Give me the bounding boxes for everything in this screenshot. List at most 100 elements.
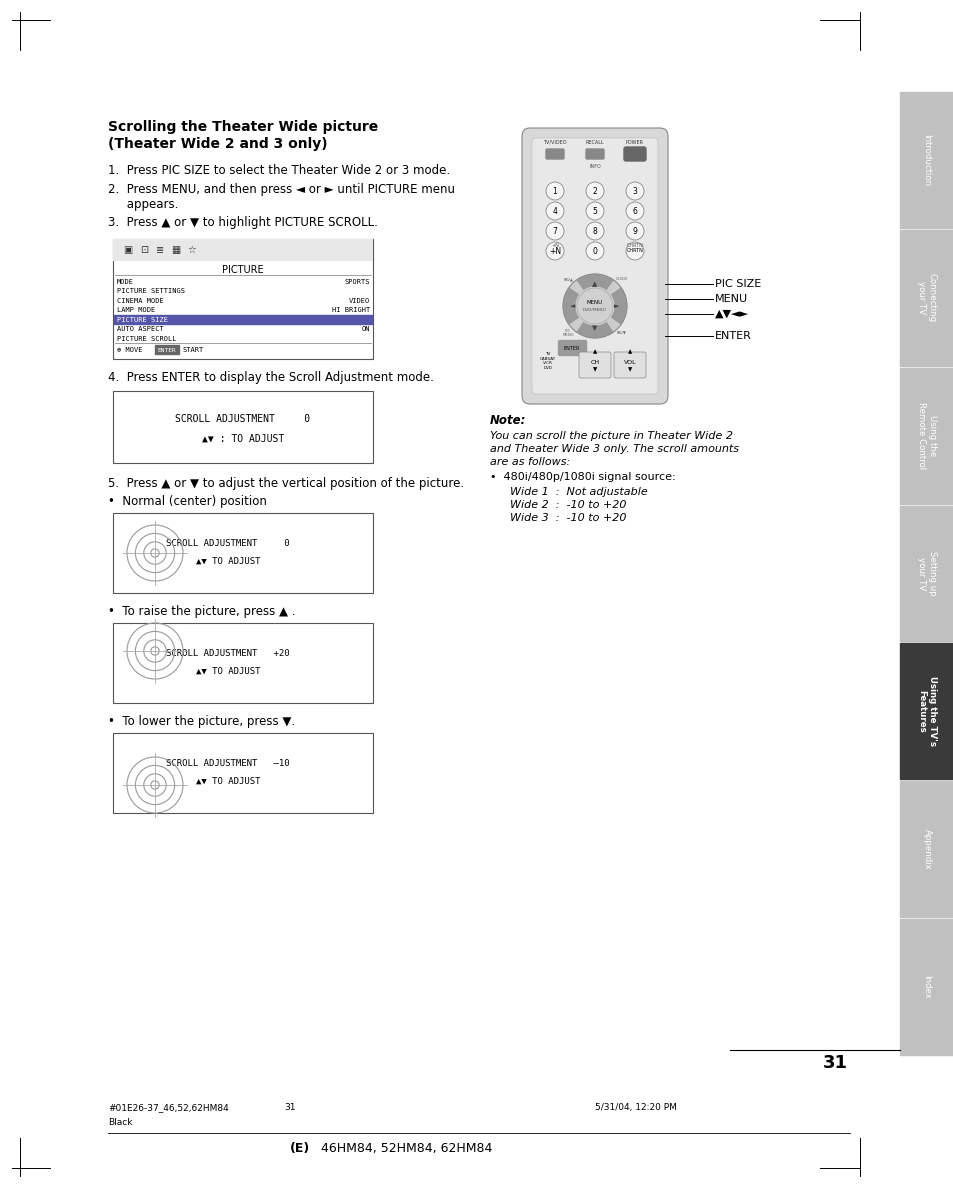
Text: You can scroll the picture in Theater Wide 2: You can scroll the picture in Theater Wi… bbox=[490, 431, 732, 441]
Text: ⊡: ⊡ bbox=[140, 245, 148, 255]
Circle shape bbox=[562, 274, 626, 339]
Text: CHRTN: CHRTN bbox=[626, 244, 642, 248]
Text: ⊕ MOVE: ⊕ MOVE bbox=[117, 347, 142, 353]
Text: ▲: ▲ bbox=[592, 282, 598, 287]
Text: 2.  Press MENU, and then press ◄ or ► until PICTURE menu: 2. Press MENU, and then press ◄ or ► unt… bbox=[108, 183, 455, 196]
Text: LAMP MODE: LAMP MODE bbox=[117, 308, 155, 314]
Text: ▲▼ TO ADJUST: ▲▼ TO ADJUST bbox=[195, 556, 260, 565]
Text: #01E26-37_46,52,62HM84: #01E26-37_46,52,62HM84 bbox=[108, 1102, 229, 1112]
Text: ENTER: ENTER bbox=[714, 331, 751, 341]
Text: MODE: MODE bbox=[117, 279, 133, 285]
Bar bbox=[899, 506, 953, 642]
Text: (E): (E) bbox=[290, 1142, 310, 1155]
FancyBboxPatch shape bbox=[623, 147, 645, 162]
Circle shape bbox=[545, 202, 563, 220]
Text: START: START bbox=[183, 347, 204, 353]
Text: Using the
Remote Control: Using the Remote Control bbox=[917, 402, 936, 469]
Bar bbox=[899, 782, 953, 917]
Bar bbox=[112, 239, 373, 359]
Text: SCROLL ADJUSTMENT   +20: SCROLL ADJUSTMENT +20 bbox=[166, 649, 290, 657]
Text: Wide 1  :  Not adjustable: Wide 1 : Not adjustable bbox=[510, 487, 647, 497]
Wedge shape bbox=[576, 274, 613, 290]
Bar bbox=[899, 368, 953, 504]
Text: Scrolling the Theater Wide picture: Scrolling the Theater Wide picture bbox=[108, 120, 377, 134]
Text: ENTER: ENTER bbox=[157, 348, 176, 353]
Text: •  480i/480p/1080i signal source:: • 480i/480p/1080i signal source: bbox=[490, 472, 675, 482]
FancyBboxPatch shape bbox=[585, 148, 603, 159]
Text: ▲: ▲ bbox=[627, 349, 632, 354]
Text: FAV▲: FAV▲ bbox=[562, 277, 573, 282]
Text: CINEMA MODE: CINEMA MODE bbox=[117, 298, 164, 304]
Text: VIDEO: VIDEO bbox=[349, 298, 370, 304]
Wedge shape bbox=[562, 287, 578, 324]
Circle shape bbox=[545, 222, 563, 240]
Text: RECALL: RECALL bbox=[585, 140, 604, 145]
Text: SCROLL ADJUSTMENT     0: SCROLL ADJUSTMENT 0 bbox=[166, 538, 290, 548]
Circle shape bbox=[625, 242, 643, 260]
Text: TV
CABSAT
-VCR
DVD: TV CABSAT -VCR DVD bbox=[539, 352, 556, 369]
Text: MENU: MENU bbox=[714, 293, 747, 304]
Bar bbox=[112, 391, 373, 463]
Circle shape bbox=[625, 182, 643, 200]
Text: 3.  Press ▲ or ▼ to highlight PICTURE SCROLL.: 3. Press ▲ or ▼ to highlight PICTURE SCR… bbox=[108, 216, 377, 229]
FancyBboxPatch shape bbox=[545, 148, 563, 159]
Text: SPORTS: SPORTS bbox=[344, 279, 370, 285]
Text: Wide 3  :  -10 to +20: Wide 3 : -10 to +20 bbox=[510, 513, 626, 523]
Text: Note:: Note: bbox=[490, 413, 526, 426]
Text: VOL: VOL bbox=[623, 360, 636, 365]
Text: 1: 1 bbox=[552, 187, 557, 196]
Text: DVD/MENU: DVD/MENU bbox=[582, 308, 606, 312]
Text: CH: CH bbox=[590, 360, 598, 365]
Bar bbox=[899, 644, 953, 779]
Text: 46HM84, 52HM84, 62HM84: 46HM84, 52HM84, 62HM84 bbox=[313, 1142, 492, 1155]
Text: HI BRIGHT: HI BRIGHT bbox=[332, 308, 370, 314]
Circle shape bbox=[585, 182, 603, 200]
Text: PIC
MENU: PIC MENU bbox=[561, 329, 574, 337]
Circle shape bbox=[585, 242, 603, 260]
Text: •  Normal (center) position: • Normal (center) position bbox=[108, 495, 267, 508]
Text: Appendix: Appendix bbox=[922, 829, 930, 870]
Bar bbox=[112, 733, 373, 813]
Bar bbox=[154, 345, 179, 354]
Text: POWER: POWER bbox=[625, 140, 643, 145]
Text: 6: 6 bbox=[632, 207, 637, 215]
Text: 31: 31 bbox=[284, 1102, 295, 1112]
Bar bbox=[899, 229, 953, 366]
Text: FAV▼: FAV▼ bbox=[617, 331, 626, 335]
Text: 1.  Press PIC SIZE to select the Theater Wide 2 or 3 mode.: 1. Press PIC SIZE to select the Theater … bbox=[108, 164, 450, 177]
Text: ►: ► bbox=[614, 303, 619, 309]
Text: 0: 0 bbox=[592, 246, 597, 255]
Text: 31: 31 bbox=[822, 1054, 847, 1072]
Text: Wide 2  :  -10 to +20: Wide 2 : -10 to +20 bbox=[510, 500, 626, 510]
Text: •  To lower the picture, press ▼.: • To lower the picture, press ▼. bbox=[108, 715, 294, 728]
Text: 2: 2 bbox=[592, 187, 597, 196]
Text: Introduction: Introduction bbox=[922, 134, 930, 187]
Circle shape bbox=[585, 222, 603, 240]
Text: ▲▼◄►: ▲▼◄► bbox=[714, 309, 748, 320]
Text: GUIDE: GUIDE bbox=[615, 277, 627, 282]
Bar bbox=[899, 91, 953, 228]
FancyBboxPatch shape bbox=[521, 128, 667, 404]
Text: +N: +N bbox=[548, 246, 560, 255]
Text: ▣: ▣ bbox=[123, 245, 132, 255]
Text: PIC SIZE: PIC SIZE bbox=[714, 279, 760, 289]
Text: Using the TV's
Features: Using the TV's Features bbox=[917, 676, 936, 746]
Circle shape bbox=[625, 222, 643, 240]
Text: +N: +N bbox=[551, 244, 558, 248]
Text: AUTO ASPECT: AUTO ASPECT bbox=[117, 327, 164, 333]
Bar bbox=[113, 315, 372, 324]
Text: are as follows:: are as follows: bbox=[490, 457, 570, 467]
FancyBboxPatch shape bbox=[578, 352, 610, 378]
Wedge shape bbox=[576, 322, 613, 339]
Text: •  To raise the picture, press ▲ .: • To raise the picture, press ▲ . bbox=[108, 605, 295, 618]
Text: ◄: ◄ bbox=[570, 303, 575, 309]
Text: PICTURE SIZE: PICTURE SIZE bbox=[117, 317, 168, 323]
Text: 5: 5 bbox=[592, 207, 597, 215]
Text: ▼: ▼ bbox=[592, 367, 597, 373]
Text: Setting up
your TV: Setting up your TV bbox=[917, 551, 936, 596]
Text: ▲: ▲ bbox=[592, 349, 597, 354]
Text: 4.  Press ENTER to display the Scroll Adjustment mode.: 4. Press ENTER to display the Scroll Adj… bbox=[108, 371, 434, 384]
Text: ≣: ≣ bbox=[155, 245, 164, 255]
Text: ▲▼ TO ADJUST: ▲▼ TO ADJUST bbox=[195, 777, 260, 785]
Text: MENU: MENU bbox=[586, 299, 602, 304]
